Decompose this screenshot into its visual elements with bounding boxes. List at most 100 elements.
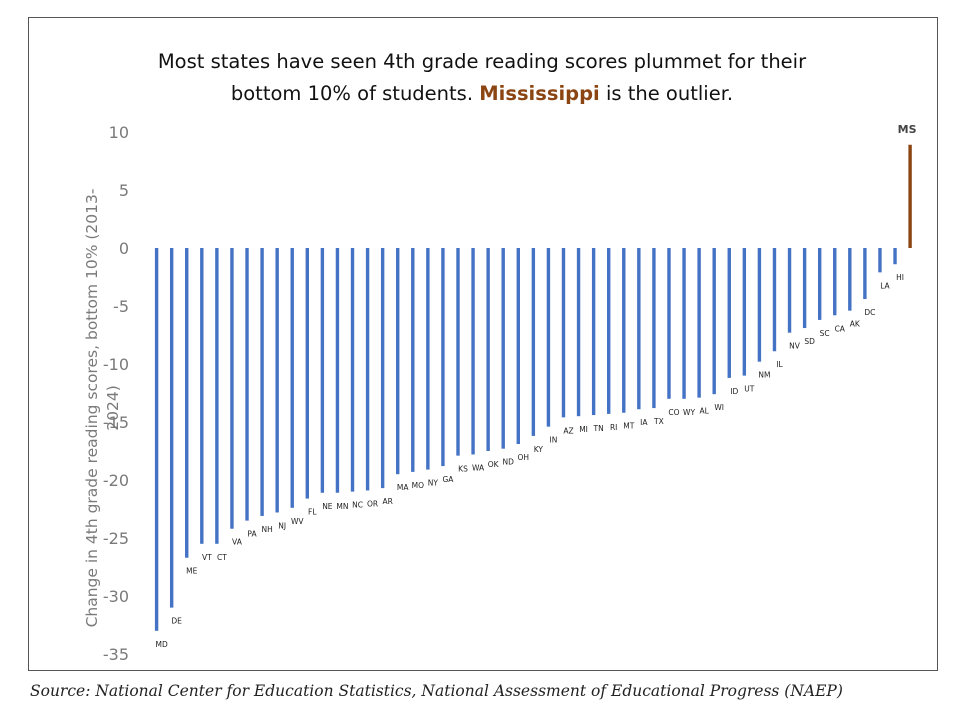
bar-ne bbox=[320, 248, 325, 493]
bar-wa bbox=[471, 248, 475, 455]
bar-label-oh: OH bbox=[518, 453, 530, 462]
bar-label-mo: MO bbox=[412, 481, 424, 490]
bar-label-nm: NM bbox=[758, 371, 770, 380]
y-tick-label: -15 bbox=[103, 413, 129, 432]
bar-tx bbox=[652, 248, 656, 409]
bar-label-ma: MA bbox=[397, 483, 409, 492]
chart-frame: Most states have seen 4th grade reading … bbox=[28, 17, 938, 671]
bar-label-mn: MN bbox=[336, 502, 348, 511]
title-highlight: Mississippi bbox=[479, 82, 600, 105]
bar-pa bbox=[245, 248, 249, 521]
bar-mt bbox=[622, 248, 626, 413]
y-tick-label: 5 bbox=[119, 181, 129, 200]
bar-ms bbox=[908, 144, 912, 248]
y-tick-label: 10 bbox=[109, 123, 129, 142]
bar-label-mi: MI bbox=[579, 425, 588, 434]
bar-label-pa: PA bbox=[247, 530, 257, 539]
bar-label-fl: FL bbox=[308, 508, 317, 517]
bar-label-az: AZ bbox=[563, 426, 573, 435]
y-tick-label: -25 bbox=[103, 529, 129, 548]
bar-label-me: ME bbox=[186, 567, 197, 576]
bar-label-md: MD bbox=[155, 640, 167, 649]
bar-me bbox=[185, 248, 189, 558]
bar-label-ut: UT bbox=[744, 385, 754, 394]
chart-title-line1: Most states have seen 4th grade reading … bbox=[158, 50, 807, 73]
bar-label-ar: AR bbox=[382, 497, 392, 506]
bar-ak bbox=[848, 248, 852, 311]
bar-tn bbox=[591, 248, 596, 416]
title-part3: is the outlier. bbox=[606, 82, 733, 105]
bar-wv bbox=[290, 248, 294, 508]
bar-hi bbox=[893, 248, 897, 265]
bar-ks bbox=[456, 248, 460, 456]
bar-label-ks: KS bbox=[458, 465, 468, 474]
bar-ny bbox=[426, 248, 430, 470]
bar-label-ca: CA bbox=[835, 324, 846, 333]
y-axis-ticks: 10 5 0 -5 -10 -15 -20 -25 -30 -35 bbox=[103, 123, 129, 664]
bar-ct bbox=[215, 248, 219, 544]
bar-label-ak: AK bbox=[850, 320, 861, 329]
bar-label-sc: SC bbox=[820, 329, 830, 338]
y-tick-label: -10 bbox=[103, 355, 129, 374]
bar-co bbox=[667, 248, 671, 399]
y-tick-label: -5 bbox=[113, 297, 129, 316]
bar-sc bbox=[817, 248, 822, 320]
bar-in bbox=[546, 248, 551, 427]
bars bbox=[154, 144, 912, 631]
bar-nv bbox=[787, 248, 792, 333]
bar-il bbox=[772, 248, 777, 352]
bar-dc bbox=[863, 248, 867, 300]
bar-label-ms: MS bbox=[898, 123, 917, 136]
bar-label-nd: ND bbox=[503, 458, 515, 467]
bar-md bbox=[154, 248, 159, 631]
bar-id bbox=[727, 248, 731, 378]
bar-vt bbox=[200, 248, 204, 544]
bar-label-de: DE bbox=[171, 617, 182, 626]
bar-label-nh: NH bbox=[261, 525, 272, 534]
bar-nm bbox=[757, 248, 762, 362]
bar-nd bbox=[501, 248, 505, 449]
bar-label-mt: MT bbox=[623, 422, 634, 431]
bar-mi bbox=[576, 248, 581, 417]
bar-label-ia: IA bbox=[640, 418, 648, 427]
bar-label-hi: HI bbox=[896, 273, 904, 282]
bar-label-la: LA bbox=[880, 281, 890, 290]
bar-label-nc: NC bbox=[352, 501, 363, 510]
bar-label-wa: WA bbox=[472, 463, 485, 472]
y-tick-label: -30 bbox=[103, 587, 129, 606]
bar-label-co: CO bbox=[668, 408, 679, 417]
bar-label-nv: NV bbox=[789, 342, 801, 351]
bar-label-or: OR bbox=[367, 499, 378, 508]
bar-label-va: VA bbox=[232, 538, 243, 547]
bar-mo bbox=[411, 248, 415, 472]
bar-label-ga: GA bbox=[442, 475, 454, 484]
bar-label-nj: NJ bbox=[278, 521, 286, 530]
bar-nc bbox=[350, 248, 355, 492]
y-axis-title-line2: 2024) bbox=[104, 385, 122, 431]
bar-al bbox=[697, 248, 701, 398]
title-part2: bottom 10% of students. bbox=[231, 82, 473, 105]
y-tick-label: -35 bbox=[103, 645, 129, 664]
bar-label-il: IL bbox=[776, 360, 783, 369]
bar-label-wv: WV bbox=[291, 517, 304, 526]
bar-ca bbox=[833, 248, 837, 316]
bar-labels: MD DE ME VT CT VA PA NH NJ WV FL NE MN NC OR AR MA MO NY GA… bbox=[155, 123, 916, 649]
bar-chart: Most states have seen 4th grade reading … bbox=[83, 50, 917, 664]
bar-wy bbox=[682, 248, 686, 399]
bar-label-dc: DC bbox=[864, 308, 875, 317]
bar-label-wy: WY bbox=[683, 408, 695, 417]
bar-label-vt: VT bbox=[202, 553, 212, 562]
y-axis-title-line1: Change in 4th grade reading scores, bott… bbox=[83, 189, 101, 628]
bar-ma bbox=[396, 248, 400, 475]
bar-label-al: AL bbox=[699, 407, 709, 416]
bar-label-in: IN bbox=[550, 436, 558, 445]
bar-label-id: ID bbox=[730, 387, 738, 396]
bar-ky bbox=[531, 248, 536, 436]
bar-de bbox=[169, 248, 174, 608]
bar-ar bbox=[380, 248, 385, 489]
bar-mn bbox=[335, 248, 340, 493]
bar-label-wi: WI bbox=[714, 403, 724, 412]
y-tick-label: -20 bbox=[103, 471, 129, 490]
source-note: Source: National Center for Education St… bbox=[30, 682, 843, 700]
bar-nh bbox=[260, 248, 264, 516]
